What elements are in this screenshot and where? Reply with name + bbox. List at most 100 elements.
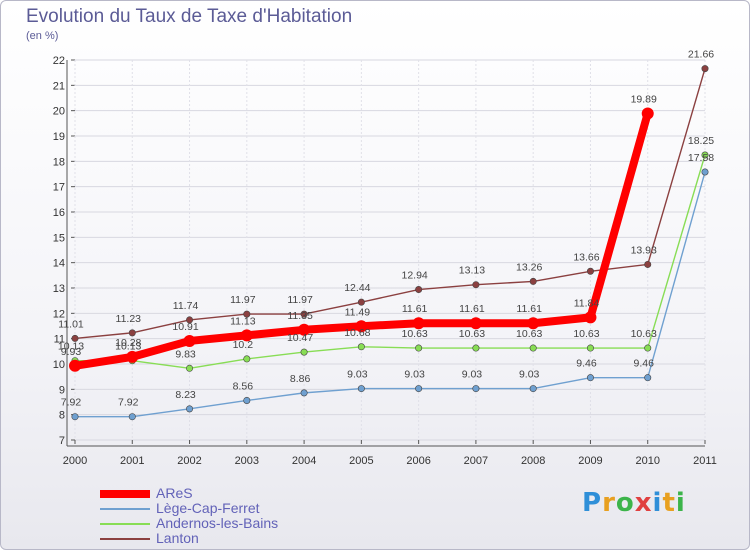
legend-label: AReS bbox=[156, 485, 193, 501]
proxiti-logo: Proxiti bbox=[582, 488, 686, 518]
legend-swatch bbox=[100, 490, 150, 498]
data-label: 7.92 bbox=[61, 397, 82, 409]
y-tick-label: 21 bbox=[53, 80, 65, 92]
y-tick-label: 13 bbox=[53, 283, 65, 295]
data-label: 9.03 bbox=[347, 369, 368, 381]
series-line-1 bbox=[74, 171, 706, 418]
data-label: 19.89 bbox=[631, 93, 657, 105]
data-point bbox=[415, 286, 423, 294]
data-point bbox=[701, 65, 709, 73]
data-point bbox=[412, 317, 425, 330]
data-point bbox=[355, 320, 368, 333]
data-label: 10.68 bbox=[344, 327, 370, 339]
data-point bbox=[186, 316, 194, 324]
data-label: 9.46 bbox=[576, 358, 597, 370]
data-label: 11.23 bbox=[116, 313, 142, 325]
data-point bbox=[586, 374, 594, 382]
data-point bbox=[584, 311, 597, 324]
data-point bbox=[529, 385, 537, 393]
data-label: 9.03 bbox=[462, 369, 483, 381]
data-point bbox=[644, 344, 652, 352]
y-tick-label: 16 bbox=[53, 207, 65, 219]
legend-label: Andernos-les-Bains bbox=[156, 515, 279, 531]
data-point bbox=[240, 329, 253, 342]
y-tick-label: 20 bbox=[53, 106, 65, 118]
data-label: 21.66 bbox=[688, 49, 714, 61]
y-tick-label: 14 bbox=[53, 258, 65, 270]
y-tick-label: 7 bbox=[59, 435, 65, 447]
data-point bbox=[527, 317, 540, 330]
data-label: 10.63 bbox=[401, 328, 427, 340]
data-label: 11.97 bbox=[230, 294, 256, 306]
data-point bbox=[300, 389, 308, 397]
data-point bbox=[357, 343, 365, 351]
data-label: 11.74 bbox=[173, 300, 199, 312]
data-label: 9.03 bbox=[404, 369, 425, 381]
data-label: 11.01 bbox=[58, 318, 84, 330]
data-label: 8.86 bbox=[290, 373, 311, 385]
data-label: 18.25 bbox=[688, 135, 714, 147]
data-point bbox=[300, 348, 308, 356]
data-label: 11.61 bbox=[402, 303, 428, 315]
data-point bbox=[472, 385, 480, 393]
data-label: 9.03 bbox=[519, 369, 540, 381]
legend-label: Lanton bbox=[156, 530, 199, 546]
data-label: 11.13 bbox=[230, 315, 256, 327]
data-point bbox=[298, 323, 311, 336]
data-label: 11.84 bbox=[574, 297, 600, 309]
data-label: 11.97 bbox=[287, 294, 313, 306]
data-point bbox=[701, 168, 709, 176]
data-label: 7.92 bbox=[118, 397, 139, 409]
data-label: 9.93 bbox=[61, 346, 82, 358]
data-label: 11.49 bbox=[345, 306, 371, 318]
chart-title: Evolution du Taux de Taxe d'Habitation bbox=[26, 6, 353, 27]
data-point bbox=[529, 344, 537, 352]
data-point bbox=[701, 151, 709, 159]
data-label: 10.2 bbox=[233, 339, 254, 351]
data-point bbox=[71, 413, 79, 421]
data-point bbox=[69, 359, 81, 372]
data-label: 13.13 bbox=[459, 265, 485, 277]
data-point bbox=[71, 334, 79, 342]
y-tick-label: 19 bbox=[53, 131, 65, 143]
data-point bbox=[641, 107, 654, 120]
data-point bbox=[529, 277, 537, 285]
data-label: 8.56 bbox=[233, 380, 254, 392]
x-tick-label: 2008 bbox=[521, 455, 545, 467]
data-point bbox=[644, 260, 652, 268]
data-point bbox=[300, 310, 308, 318]
legend-swatch bbox=[100, 508, 150, 510]
data-point bbox=[128, 329, 136, 337]
data-point bbox=[357, 385, 365, 393]
x-tick-label: 2009 bbox=[578, 455, 602, 467]
data-label: 10.63 bbox=[516, 328, 542, 340]
data-label: 10.13 bbox=[115, 341, 141, 353]
data-label: 11.35 bbox=[287, 310, 313, 322]
data-point bbox=[472, 281, 480, 289]
y-tick-label: 22 bbox=[53, 55, 65, 67]
data-point bbox=[186, 364, 194, 372]
y-tick-label: 9 bbox=[59, 384, 65, 396]
y-tick-label: 15 bbox=[53, 232, 65, 244]
data-label: 10.28 bbox=[115, 337, 141, 349]
data-label: 13.66 bbox=[573, 251, 599, 263]
data-point bbox=[243, 396, 251, 404]
data-point bbox=[243, 355, 251, 363]
y-tick-label: 12 bbox=[53, 308, 65, 320]
x-tick-label: 2006 bbox=[406, 455, 430, 467]
data-point bbox=[472, 344, 480, 352]
data-label: 10.63 bbox=[459, 328, 485, 340]
y-tick-label: 8 bbox=[59, 410, 65, 422]
data-label: 11.61 bbox=[459, 303, 485, 315]
x-tick-label: 2004 bbox=[292, 455, 316, 467]
legend-label: Lège-Cap-Ferret bbox=[156, 500, 260, 516]
data-label: 11.61 bbox=[516, 303, 542, 315]
x-tick-label: 2010 bbox=[635, 455, 659, 467]
x-tick-label: 2005 bbox=[349, 455, 373, 467]
legend-swatch bbox=[100, 523, 150, 525]
data-label: 10.63 bbox=[573, 328, 599, 340]
data-label: 9.83 bbox=[175, 348, 196, 360]
y-tick-label: 18 bbox=[53, 156, 65, 168]
